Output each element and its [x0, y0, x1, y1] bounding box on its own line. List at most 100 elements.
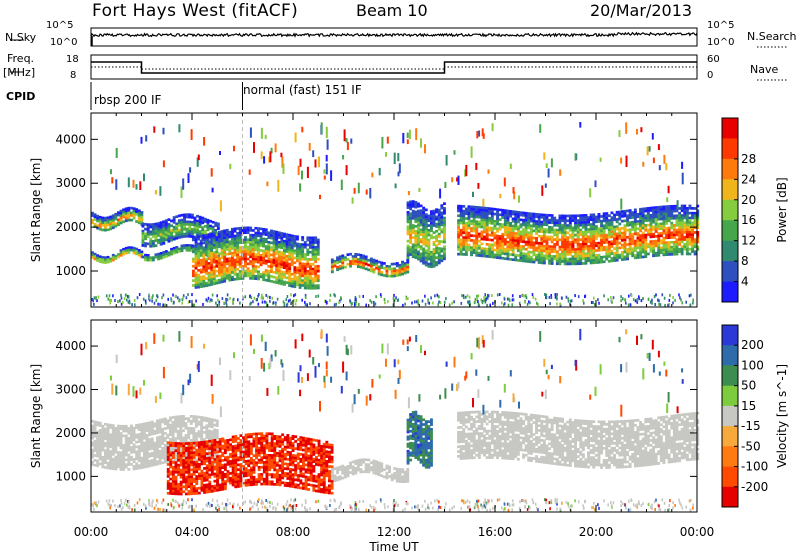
- power-cell: [527, 233, 531, 237]
- power-cell: [127, 248, 131, 252]
- power-cell: [241, 250, 245, 254]
- power-cell: [584, 235, 588, 239]
- power-cell: [693, 231, 697, 234]
- power-cell: [605, 224, 609, 227]
- power-noise-speck: [244, 295, 247, 299]
- power-cell: [498, 242, 502, 245]
- power-cell: [417, 214, 420, 218]
- power-cell: [288, 241, 292, 244]
- power-cell: [437, 259, 441, 262]
- power-cell: [693, 252, 697, 256]
- power-cell: [443, 221, 446, 225]
- power-cell: [254, 234, 258, 237]
- power-cell: [241, 277, 245, 280]
- power-cell: [290, 244, 294, 247]
- power-cell: [511, 224, 515, 228]
- power-cell: [288, 236, 292, 239]
- power-cell: [667, 207, 671, 211]
- power-cell: [175, 246, 179, 249]
- power-cell: [610, 216, 614, 219]
- power-noise-speck: [638, 295, 640, 299]
- power-cell: [280, 270, 284, 274]
- power-cell: [188, 213, 192, 217]
- power-noise-speck: [120, 302, 123, 306]
- power-cell: [610, 257, 614, 260]
- power-cell: [314, 253, 318, 256]
- power-noise-speck: [512, 298, 515, 302]
- velocity-cell: [150, 461, 154, 465]
- power-cell: [275, 238, 279, 241]
- power-cell: [639, 229, 642, 233]
- power-cell: [519, 232, 523, 236]
- power-cell: [205, 277, 208, 280]
- power-cell: [443, 240, 446, 244]
- power-cell: [251, 250, 255, 254]
- power-cell: [124, 249, 128, 252]
- power-cell: [220, 263, 224, 267]
- power-cell: [631, 242, 635, 246]
- power-cell: [636, 222, 640, 226]
- velocity-cell: [174, 430, 178, 433]
- power-cell: [194, 274, 198, 277]
- power-cell: [251, 245, 255, 249]
- power-cell: [190, 230, 194, 234]
- power-cell: [602, 255, 606, 259]
- power-cell: [597, 215, 601, 219]
- velocity-cell: [98, 443, 102, 447]
- power-cell: [548, 247, 551, 251]
- power-cell: [613, 252, 616, 255]
- power-cell: [267, 277, 271, 280]
- power-cell: [457, 228, 460, 232]
- power-cell: [159, 256, 163, 260]
- velocity-cell: [179, 483, 183, 486]
- power-cell: [579, 238, 583, 241]
- power-cell: [132, 251, 136, 255]
- power-noise-speck: [489, 303, 491, 307]
- power-cell: [231, 254, 234, 257]
- power-cell: [117, 213, 120, 217]
- power-sparse-echo: [210, 168, 213, 177]
- power-cell: [309, 286, 312, 290]
- power-cell: [592, 249, 596, 253]
- velocity-cell: [177, 492, 180, 496]
- power-cell: [314, 277, 318, 280]
- power-cell: [516, 249, 520, 253]
- power-cell: [443, 235, 446, 239]
- power-noise-speck: [252, 300, 254, 304]
- velocity-cell: [192, 420, 196, 423]
- power-cell: [678, 221, 681, 225]
- power-sparse-echo: [482, 133, 485, 139]
- power-cell: [372, 270, 376, 274]
- velocity-cell: [132, 448, 136, 451]
- power-cell: [587, 247, 590, 251]
- power-sparse-echo: [665, 163, 668, 171]
- power-cell: [545, 213, 549, 217]
- power-cell: [422, 240, 426, 243]
- velocity-cell: [109, 467, 113, 470]
- power-cell: [605, 221, 609, 225]
- power-cell: [662, 224, 666, 228]
- power-cell: [149, 230, 153, 234]
- power-cell: [524, 257, 528, 261]
- power-noise-speck: [532, 296, 535, 299]
- power-cell: [280, 251, 284, 254]
- power-cell: [231, 263, 234, 267]
- velocity-cell: [182, 444, 186, 448]
- power-noise-speck: [607, 298, 609, 302]
- power-cell: [270, 263, 273, 266]
- power-cell: [576, 240, 580, 244]
- power-cell: [406, 251, 410, 255]
- power-cell: [670, 214, 674, 218]
- power-cell: [96, 256, 100, 260]
- power-cell: [691, 238, 694, 241]
- velocity-cell: [213, 454, 217, 458]
- power-cell: [613, 216, 616, 219]
- power-cell: [657, 205, 661, 209]
- velocity-cell: [187, 471, 191, 474]
- power-cell: [652, 249, 655, 253]
- power-cell: [277, 260, 281, 263]
- power-cell: [380, 271, 384, 274]
- power-noise-speck: [463, 296, 465, 300]
- power-cell: [440, 249, 444, 253]
- power-cell: [424, 220, 428, 224]
